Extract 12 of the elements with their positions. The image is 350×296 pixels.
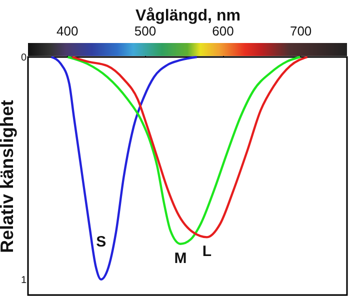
- line-series: [50, 56, 198, 281]
- x-tick-label: 700: [290, 24, 312, 38]
- y-axis-title: Relativ känslighet: [0, 100, 17, 254]
- x-tick-label: 500: [134, 24, 156, 38]
- series-label: M: [174, 250, 187, 267]
- series-label: L: [202, 243, 212, 260]
- x-tick-label: 600: [212, 24, 234, 38]
- x-axis-title: Våglängd, nm: [136, 6, 240, 24]
- y-tick-label: 0: [20, 52, 27, 64]
- series-label: S: [96, 233, 106, 250]
- x-tick-label: 400: [56, 24, 78, 38]
- y-tick-label: 1: [20, 274, 27, 286]
